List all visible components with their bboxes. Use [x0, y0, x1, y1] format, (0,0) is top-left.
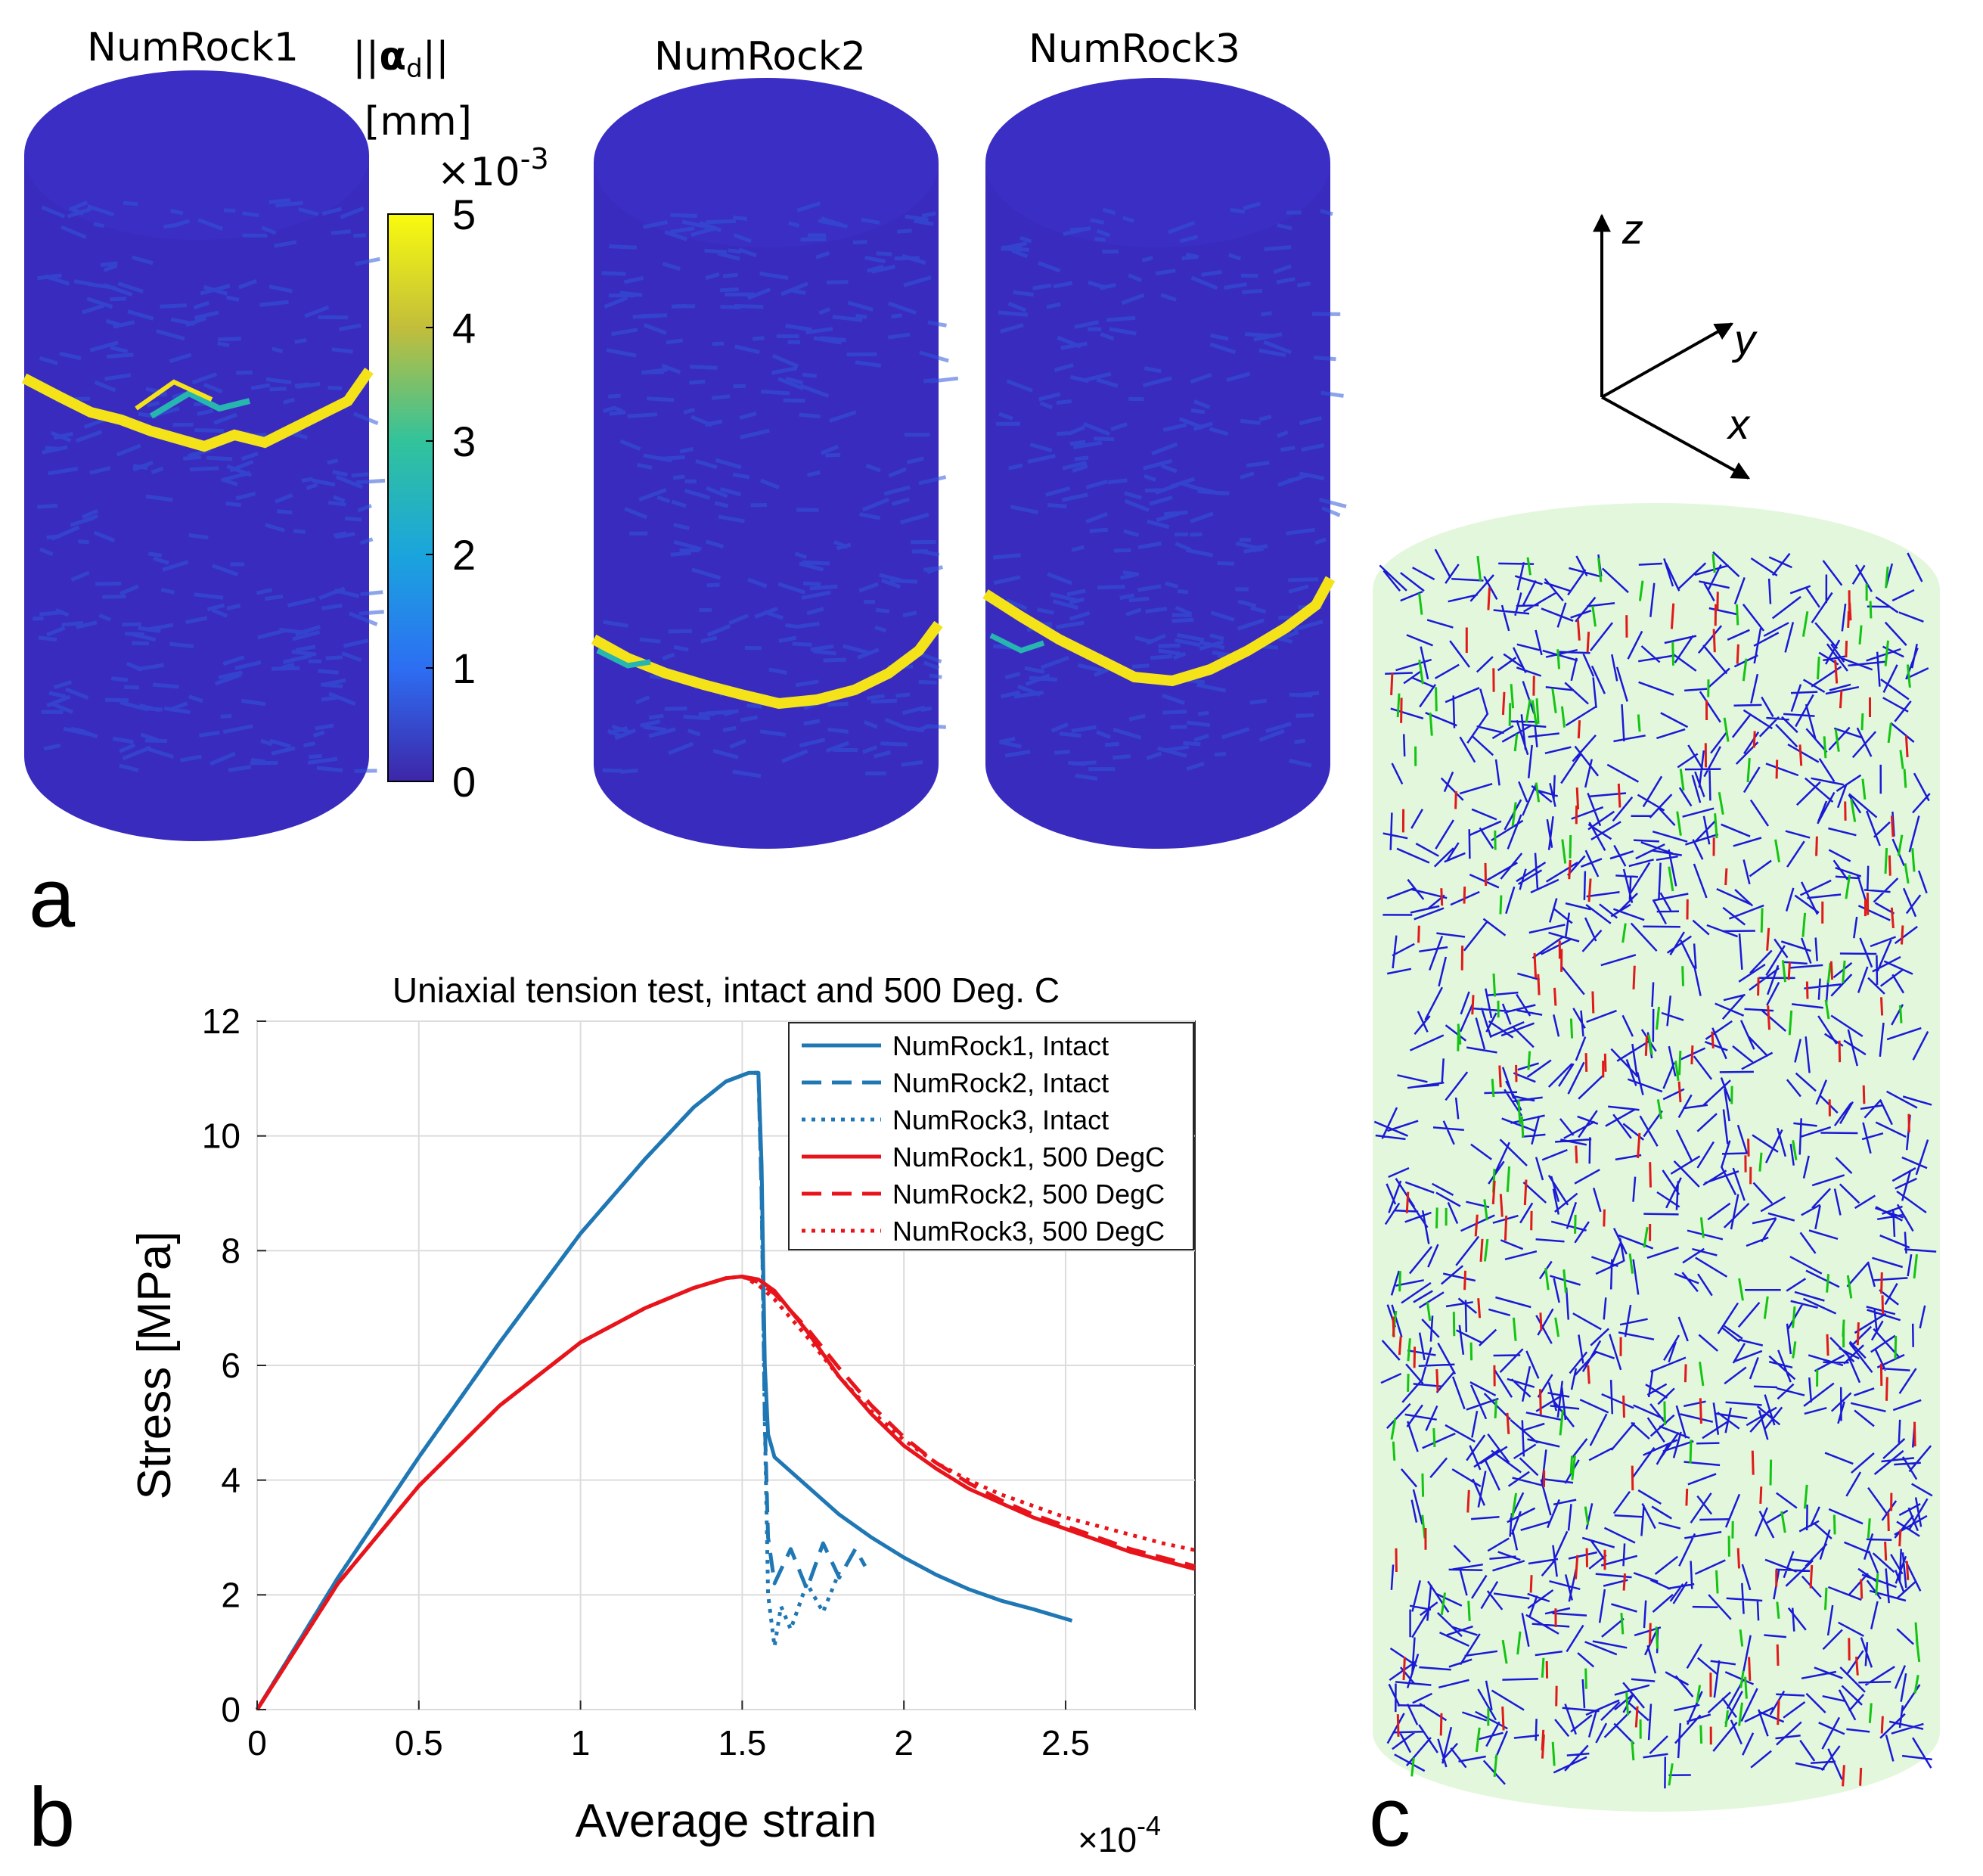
chart-x-label: Average strain — [576, 1795, 877, 1847]
chart-x-ticks: 0 0.5 1 1.5 2 2.5 — [247, 1701, 1090, 1763]
colorbar-gradient — [387, 213, 434, 782]
y-axis-label: y — [1731, 315, 1758, 363]
rock-title-3: NumRock3 — [1029, 26, 1240, 72]
legend-entry-label: NumRock1, Intact — [892, 1030, 1109, 1061]
texture-marks — [33, 198, 386, 773]
colorbar-tick-label: 3 — [452, 418, 476, 465]
crack-band-2 — [591, 620, 943, 710]
series-line-4 — [255, 1275, 1196, 1711]
cylinder-numrock3 — [982, 78, 1347, 849]
colorbar-label-unit: [mm] — [365, 99, 472, 144]
x-tick-label: 1 — [571, 1723, 591, 1763]
y-tick-label: 6 — [221, 1346, 241, 1385]
colorbar: ||αd|| [mm] ×10-3 5 4 3 2 1 0 — [352, 34, 548, 806]
x-tick-label: 0 — [247, 1723, 267, 1763]
colorbar-label-norm: ||αd|| — [352, 34, 448, 84]
y-axis-arrow — [1601, 322, 1734, 399]
fracture-cylinder — [1373, 503, 1940, 1812]
x-tick-label: 2.5 — [1041, 1723, 1090, 1763]
rock-title-1: NumRock1 — [87, 25, 299, 70]
chart-x-multiplier: ×10-4 — [1078, 1810, 1161, 1859]
panel-b-chart: 0 0.5 1 1.5 2 2.5 0 2 4 6 8 10 12 Uniaxial tension … — [29, 971, 1196, 1864]
chart-legend: NumRock1, Intact NumRock2, Intact NumRock3… — [788, 1022, 1194, 1250]
chart-series — [255, 1070, 1196, 1711]
y-tick-label: 4 — [221, 1461, 241, 1500]
cylinder-numrock1 — [21, 70, 386, 841]
cylinder-texture-1 — [33, 198, 386, 773]
crack-band-1 — [21, 367, 374, 452]
fracture-set-blue — [1373, 548, 1937, 1789]
panel-letter-b: b — [29, 1771, 75, 1864]
colorbar-multiplier: ×10-3 — [437, 142, 549, 195]
x-axis-label: x — [1726, 400, 1751, 448]
x-axis-arrow — [1601, 396, 1751, 480]
panel-c: z y x c — [1369, 205, 1940, 1864]
fracture-set-red — [1390, 587, 1916, 1787]
y-tick-label: 10 — [202, 1117, 241, 1156]
panel-letter-a: a — [29, 852, 76, 945]
coordinate-axes: z y x — [1593, 205, 1758, 480]
x-tick-label: 2 — [894, 1723, 914, 1763]
rock-title-2: NumRock2 — [654, 34, 866, 79]
colorbar-tick-label: 0 — [452, 758, 476, 806]
colorbar-tick-label: 1 — [452, 644, 476, 692]
cylinder-numrock2 — [591, 78, 959, 849]
fracture-segments — [1373, 548, 1937, 1789]
y-tick-label: 2 — [221, 1575, 241, 1614]
cylinder-texture-2 — [601, 201, 959, 778]
legend-entry-label: NumRock2, 500 DegC — [892, 1179, 1165, 1210]
x-tick-label: 0.5 — [395, 1723, 443, 1763]
texture-marks — [601, 201, 959, 778]
colorbar-tick-label: 4 — [452, 304, 476, 352]
colorbar-tick-label: 5 — [452, 191, 476, 238]
chart-y-label: Stress [MPa] — [129, 1232, 181, 1500]
series-line-5 — [255, 1275, 1196, 1711]
fracture-set-green — [1390, 553, 1921, 1786]
colorbar-ticks: 5 4 3 2 1 0 — [426, 191, 476, 806]
x-tick-label: 1.5 — [718, 1723, 766, 1763]
y-tick-label: 12 — [202, 1002, 241, 1041]
legend-entry-label: NumRock2, Intact — [892, 1067, 1109, 1098]
colorbar-tick-label: 2 — [452, 531, 476, 579]
panel-letter-c: c — [1369, 1771, 1410, 1864]
y-tick-label: 0 — [221, 1690, 241, 1729]
legend-entry-label: NumRock3, Intact — [892, 1104, 1109, 1135]
chart-title: Uniaxial tension test, intact and 500 De… — [393, 971, 1060, 1010]
crack-band-3 — [982, 576, 1336, 687]
panel-a: NumRock1 NumRock2 NumRock3 ||αd|| — [21, 25, 1347, 945]
y-tick-label: 8 — [221, 1231, 241, 1270]
legend-entry-label: NumRock3, 500 DegC — [892, 1216, 1165, 1247]
legend-box — [788, 1022, 1194, 1250]
legend-entry-label: NumRock1, 500 DegC — [892, 1141, 1165, 1172]
chart-y-ticks: 0 2 4 6 8 10 12 — [202, 1002, 266, 1729]
z-axis-label: z — [1621, 205, 1643, 253]
